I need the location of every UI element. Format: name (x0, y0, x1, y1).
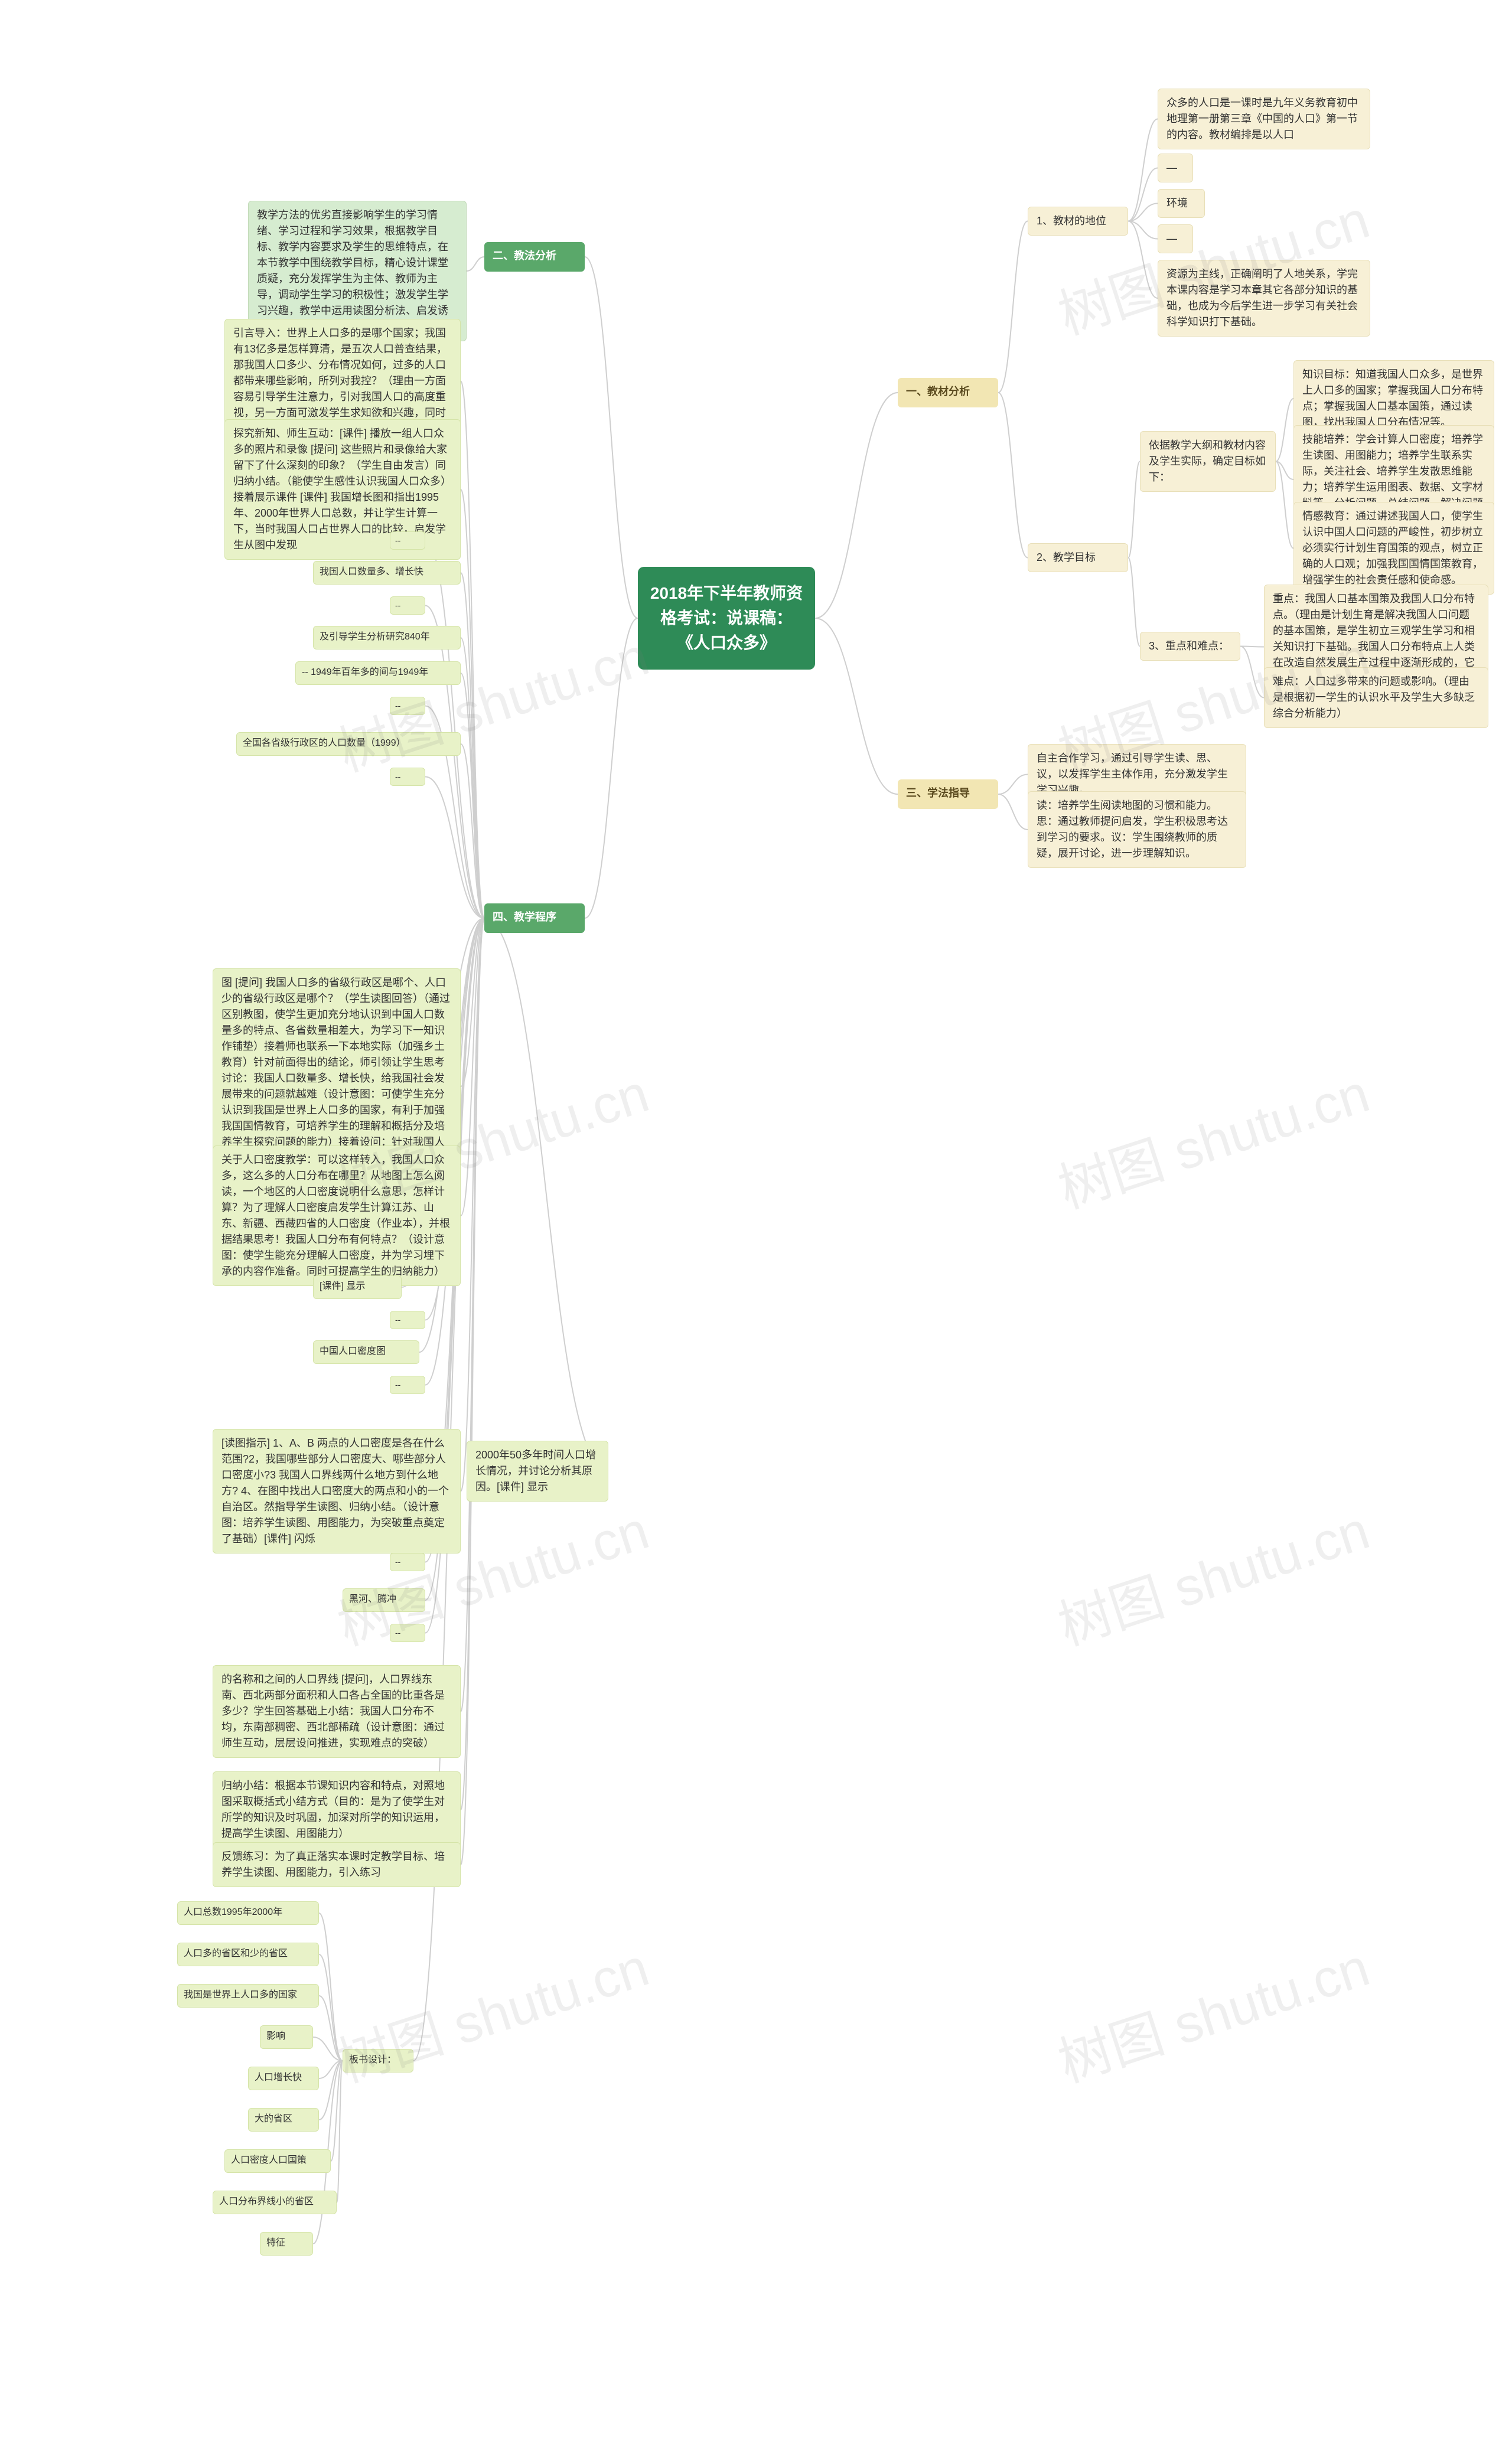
mindmap-node-b4c2: 探究新知、师生互动：[课件] 播放一组人口众多的照片和录像 [提问] 这些照片和… (224, 419, 461, 560)
connector (1276, 462, 1293, 480)
mindmap-node-b4c16: -- (390, 1376, 425, 1394)
connector (1128, 204, 1158, 221)
mindmap-node-b4c25b: 人口多的省区和少的省区 (177, 1943, 319, 1966)
connector (461, 744, 484, 918)
connector (461, 918, 484, 1086)
mindmap-node-b3c2: 读：培养学生阅读地图的习惯和能力。思：通过教师提问启发，学生积极思考达到学习的要… (1028, 791, 1246, 868)
connector (319, 1954, 343, 2061)
connector (998, 775, 1028, 795)
mindmap-node-b1: 一、教材分析 (898, 378, 998, 407)
mindmap-node-b1c2a: 依据教学大纲和教材内容及学生实际，确定目标如下： (1140, 431, 1276, 492)
mindmap-node-b4c22: 的名称和之间的人口界线 [提问]，人口界线东南、西北两部分面积和人口各占全国的比… (213, 1665, 461, 1758)
connector (1128, 558, 1140, 647)
connector (337, 2061, 343, 2202)
connector (815, 618, 898, 794)
mindmap-node-b4c10: -- (390, 768, 425, 786)
mindmap-node-b1c2b: 3、重点和难点： (1140, 632, 1240, 661)
connector (319, 1913, 343, 2061)
watermark-text: 树图 shutu.cn (1047, 1050, 1377, 1223)
connector (461, 918, 484, 1216)
mindmap-node-b4c14: -- (390, 1311, 425, 1329)
mindmap-node-b1c1e: 资源为主线，正确阐明了人地关系，学完本课内容是学习本章其它各部分知识的基础，也成… (1158, 260, 1370, 337)
mindmap-node-b4c12: 关于人口密度教学：可以这样转入，我国人口众多，这么多的人口分布在哪里？从地图上怎… (213, 1145, 461, 1286)
connector (425, 606, 484, 919)
mindmap-node-b4c6: 及引导学生分析研究840年 (313, 626, 461, 650)
connector (319, 1996, 343, 2061)
mindmap-node-b3: 三、学法指导 (898, 779, 998, 809)
connector (998, 221, 1028, 393)
connector (425, 541, 484, 919)
connector (319, 2061, 343, 2120)
mindmap-node-b4c17: [读图指示] 1、A、B 两点的人口密度是各在什么范围?2，我国哪些部分人口密度… (213, 1429, 461, 1554)
mindmap-node-b4c15: 中国人口密度图 (313, 1340, 419, 1364)
mindmap-node-b4c18: 2000年50多年时间人口增长情况，并讨论分析其原因。[课件] 显示 (467, 1441, 608, 1502)
mindmap-node-b2: 二、教法分析 (484, 242, 585, 272)
mindmap-node-b4c25g: 人口密度人口国策 (224, 2149, 331, 2173)
mindmap-node-b4c25h: 人口分布界线小的省区 (213, 2191, 337, 2214)
watermark-text: 树图 shutu.cn (1047, 1924, 1377, 2097)
mindmap-node-b1c2a3: 情感教育：通过讲述我国人口，使学生认识中国人口问题的严峻性，初步树立必须实行计划… (1293, 502, 1494, 595)
mindmap-node-b4c3: -- (390, 531, 425, 550)
connector (461, 673, 484, 918)
connector (319, 2061, 343, 2078)
mindmap-node-b4c20: 黑河、腾冲 (343, 1588, 425, 1612)
connector (998, 393, 1028, 558)
mindmap-node-b4c23: 归纳小结：根据本节课知识内容和特点，对照地图采取概括式小结方式（目的：是为了使学… (213, 1771, 461, 1848)
mindmap-node-b4c25i: 特征 (260, 2232, 313, 2256)
connector (461, 489, 484, 918)
mindmap-node-b4c9: 全国各省级行政区的人口数量（1999） (236, 732, 461, 756)
connector (1128, 221, 1158, 299)
connector (1128, 221, 1158, 239)
mindmap-node-b1c2b2: 难点：人口过多带来的问题或影响。（理由是根据初一学生的认识水平及学生大多缺乏综合… (1264, 667, 1488, 728)
connector (585, 618, 638, 918)
connector (1128, 462, 1140, 558)
connector (461, 381, 484, 919)
connector (585, 257, 638, 618)
mindmap-node-b4c5: -- (390, 596, 425, 615)
mindmap-node-b4c19: -- (390, 1553, 425, 1571)
mindmap-node-b4c13: [课件] 显示 (313, 1275, 402, 1299)
connector (313, 2037, 343, 2061)
watermark-text: 树图 shutu.cn (1047, 1487, 1377, 1660)
connector (484, 918, 608, 1471)
mindmap-node-b1c1d: — (1158, 224, 1193, 253)
connector (461, 918, 484, 1865)
mindmap-node-b1c1a: 众多的人口是一课时是九年义务教育初中地理第一册第三章《中国的人口》第一节的内容。… (1158, 89, 1370, 149)
mindmap-node-b1c1c: 环境 (1158, 189, 1205, 218)
connector (425, 777, 484, 919)
mindmap-node-root: 2018年下半年教师资格考试：说课稿：《人口众多》 (638, 567, 815, 670)
mindmap-node-b4c4: 我国人口数量多、增长快 (313, 561, 461, 585)
connector (1128, 119, 1158, 221)
connector (467, 257, 484, 271)
connector (998, 794, 1028, 830)
mindmap-node-b4c25d: 影响 (260, 2025, 313, 2049)
mindmap-node-b4c25e: 人口增长快 (248, 2067, 319, 2090)
connector (1276, 399, 1293, 462)
connector (1128, 168, 1158, 221)
mindmap-node-b1c1b: — (1158, 154, 1193, 182)
connector (331, 2061, 343, 2161)
mindmap-node-b4c21: -- (390, 1624, 425, 1642)
mindmap-node-b4c7: -- 1949年百年多的间与1949年 (295, 661, 461, 685)
mindmap-node-b1c2: 2、教学目标 (1028, 543, 1128, 572)
connector (461, 573, 484, 918)
connector (461, 918, 484, 1810)
connector (815, 393, 898, 618)
mindmap-node-b4c24: 反馈练习：为了真正落实本课时定教学目标、培养学生读图、用图能力，引入练习 (213, 1842, 461, 1887)
connector (461, 918, 484, 1492)
mindmap-node-b4c25c: 我国是世界上人口多的国家 (177, 1984, 319, 2008)
mindmap-node-b4c25f: 大的省区 (248, 2108, 319, 2132)
mindmap-node-b4c8: -- (390, 697, 425, 715)
connector (1276, 462, 1293, 549)
connector (1240, 647, 1264, 698)
mindmap-node-b4: 四、教学程序 (484, 903, 585, 933)
mindmap-node-b4c25: 板书设计： (343, 2049, 413, 2073)
mindmap-node-b1c1: 1、教材的地位 (1028, 207, 1128, 236)
connector (461, 918, 484, 1712)
mindmap-node-b4c25a: 人口总数1995年2000年 (177, 1901, 319, 1925)
connector (461, 638, 484, 918)
